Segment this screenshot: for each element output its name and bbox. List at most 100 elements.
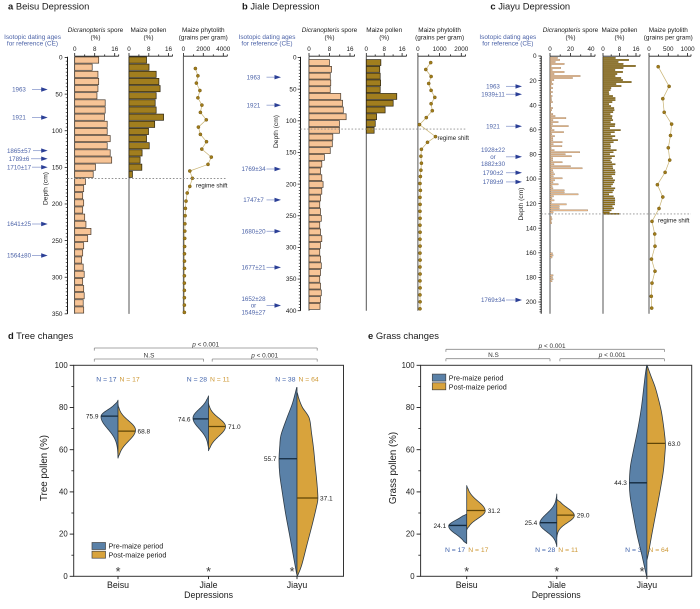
- svg-text:Post-maize period: Post-maize period: [109, 551, 167, 560]
- svg-text:1789±9: 1789±9: [483, 179, 504, 186]
- svg-text:4000: 4000: [216, 46, 231, 53]
- svg-text:*: *: [206, 565, 211, 579]
- svg-text:0: 0: [647, 46, 651, 53]
- svg-text:N = 64: N = 64: [648, 547, 668, 554]
- svg-text:160: 160: [526, 250, 537, 257]
- svg-text:150: 150: [286, 150, 297, 157]
- svg-text:1963: 1963: [12, 87, 26, 94]
- svg-text:d Tree changes: d Tree changes: [8, 330, 73, 341]
- svg-text:20: 20: [567, 46, 575, 53]
- svg-text:200: 200: [526, 299, 537, 306]
- svg-text:16: 16: [399, 46, 407, 53]
- svg-text:b Jiale Depression: b Jiale Depression: [242, 1, 320, 12]
- svg-text:Pre-maize period: Pre-maize period: [109, 542, 164, 551]
- svg-text:1564±80: 1564±80: [7, 253, 32, 260]
- svg-text:1652±28: 1652±28: [241, 296, 266, 303]
- svg-text:0: 0: [73, 46, 77, 53]
- svg-text:120: 120: [526, 201, 537, 208]
- svg-text:N = 11: N = 11: [210, 377, 230, 384]
- svg-text:29.0: 29.0: [577, 513, 590, 520]
- svg-text:regime shift: regime shift: [438, 135, 470, 142]
- svg-text:40: 40: [406, 488, 415, 497]
- svg-text:(%): (%): [91, 35, 101, 42]
- svg-text:1641±25: 1641±25: [7, 221, 32, 228]
- svg-text:for reference (CE): for reference (CE): [482, 41, 533, 48]
- svg-text:Post-maize period: Post-maize period: [449, 382, 507, 391]
- svg-text:1963: 1963: [247, 74, 261, 81]
- svg-text:c Jiayu Depression: c Jiayu Depression: [490, 1, 570, 12]
- svg-text:8: 8: [328, 46, 332, 53]
- svg-text:100: 100: [286, 118, 297, 125]
- svg-text:8: 8: [93, 46, 97, 53]
- svg-text:for reference (CE): for reference (CE): [241, 41, 292, 48]
- svg-text:regime shift: regime shift: [658, 218, 690, 225]
- svg-text:8: 8: [618, 46, 622, 53]
- svg-text:Tree pollen (%): Tree pollen (%): [39, 435, 50, 501]
- svg-text:Jiale: Jiale: [199, 580, 217, 590]
- svg-text:0: 0: [416, 46, 420, 53]
- svg-text:2000: 2000: [454, 46, 469, 53]
- svg-text:500: 500: [663, 46, 674, 53]
- svg-text:16: 16: [111, 46, 119, 53]
- svg-text:250: 250: [52, 238, 63, 245]
- svg-text:1921: 1921: [247, 102, 261, 109]
- svg-text:0: 0: [293, 55, 297, 62]
- svg-text:*: *: [464, 565, 469, 579]
- svg-text:N = 11: N = 11: [558, 547, 578, 554]
- svg-text:Dicranopteris spore: Dicranopteris spore: [68, 27, 124, 34]
- svg-text:40: 40: [587, 46, 595, 53]
- svg-text:1677±21: 1677±21: [241, 265, 266, 272]
- svg-text:0: 0: [127, 46, 131, 53]
- svg-text:or: or: [490, 154, 496, 161]
- svg-text:N = 64: N = 64: [299, 377, 319, 384]
- svg-text:(grains per gram): (grains per gram): [179, 35, 228, 42]
- svg-text:0: 0: [601, 46, 605, 53]
- svg-text:300: 300: [286, 245, 297, 252]
- svg-text:(grains per gram): (grains per gram): [415, 35, 464, 42]
- svg-text:Depressions: Depressions: [532, 590, 581, 600]
- svg-text:68.8: 68.8: [138, 429, 151, 436]
- svg-text:(%): (%): [325, 35, 335, 42]
- svg-text:2000: 2000: [196, 46, 211, 53]
- svg-text:p < 0.001: p < 0.001: [191, 342, 219, 349]
- svg-text:20: 20: [529, 78, 537, 85]
- svg-text:100: 100: [526, 176, 537, 183]
- svg-text:100: 100: [402, 361, 416, 370]
- svg-text:Maize pollen: Maize pollen: [366, 27, 402, 34]
- svg-text:Jiale: Jiale: [548, 580, 566, 590]
- svg-text:20: 20: [406, 530, 415, 539]
- svg-text:N = 38: N = 38: [625, 547, 645, 554]
- svg-text:Beisu: Beisu: [456, 580, 478, 590]
- svg-text:Depth (cm): Depth (cm): [518, 187, 525, 220]
- svg-text:1769±34: 1769±34: [481, 297, 506, 304]
- svg-text:350: 350: [286, 276, 297, 283]
- svg-text:N.S: N.S: [488, 352, 499, 359]
- svg-text:Grass pollen (%): Grass pollen (%): [388, 432, 399, 504]
- svg-text:0: 0: [410, 572, 415, 581]
- svg-text:16: 16: [346, 46, 354, 53]
- svg-text:8: 8: [147, 46, 151, 53]
- svg-text:44.3: 44.3: [614, 480, 627, 487]
- svg-text:40: 40: [529, 102, 537, 109]
- svg-text:16: 16: [165, 46, 173, 53]
- svg-text:Jiayu: Jiayu: [287, 580, 308, 590]
- svg-text:60: 60: [406, 445, 415, 454]
- svg-text:1747±7: 1747±7: [243, 197, 264, 204]
- svg-text:N = 28: N = 28: [535, 547, 555, 554]
- svg-text:N = 17: N = 17: [468, 547, 488, 554]
- svg-text:1710±17: 1710±17: [7, 164, 32, 171]
- svg-text:N.S: N.S: [144, 353, 155, 360]
- svg-text:Maize phytolith: Maize phytolith: [418, 27, 461, 34]
- svg-text:*: *: [640, 565, 645, 579]
- svg-text:25.4: 25.4: [525, 520, 538, 527]
- svg-text:55.7: 55.7: [264, 456, 277, 463]
- svg-text:20: 20: [59, 530, 68, 539]
- svg-text:Depressions: Depressions: [184, 590, 233, 600]
- svg-text:Dicranopteris spore: Dicranopteris spore: [302, 27, 358, 34]
- svg-text:80: 80: [406, 403, 415, 412]
- svg-text:for reference (CE): for reference (CE): [7, 41, 58, 48]
- svg-text:350: 350: [52, 311, 63, 318]
- svg-text:Beisu: Beisu: [107, 580, 129, 590]
- svg-text:24.1: 24.1: [434, 523, 447, 530]
- svg-text:50: 50: [289, 86, 297, 93]
